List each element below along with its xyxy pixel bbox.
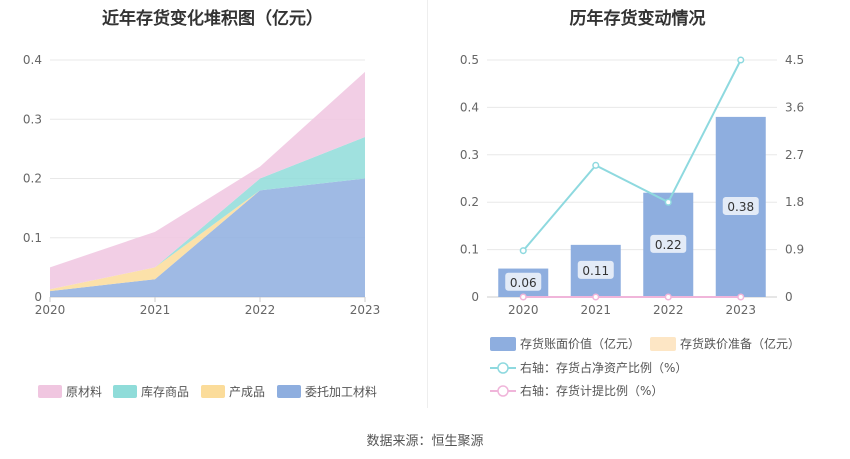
bar-value-label: 0.38 <box>727 200 754 214</box>
left-legend-swatch <box>38 385 62 398</box>
left-legend-swatch <box>201 385 225 398</box>
chart-divider <box>427 0 428 408</box>
line-point <box>519 293 527 301</box>
right-y2-tick-label: 3.6 <box>785 100 804 114</box>
data-source: 数据来源：恒生聚源 <box>366 434 484 449</box>
right-y2-tick-label: 0.9 <box>785 243 804 257</box>
right-y-tick-label: 0 <box>471 290 479 304</box>
bar-value-label: 0.22 <box>655 238 682 252</box>
line-point <box>737 293 745 301</box>
line-point <box>519 247 527 255</box>
right-y-tick-label: 0.1 <box>460 243 479 257</box>
bar-label-bg <box>650 234 687 253</box>
left-x-tick-label: 2020 <box>35 303 66 317</box>
right-y2-tick-label: 1.8 <box>785 195 804 209</box>
left-legend-label: 产成品 <box>229 385 265 399</box>
right-legend-label: 存货跌价准备（亿元） <box>680 336 800 351</box>
bar-label-bg <box>505 272 542 291</box>
right-x-tick-label: 2023 <box>725 303 756 317</box>
left-x-tick-label: 2023 <box>350 303 381 317</box>
right-y2-tick-label: 2.7 <box>785 148 804 162</box>
right-legend-marker <box>497 362 509 374</box>
line-point <box>592 161 600 169</box>
right-y2-tick-label: 0 <box>785 290 793 304</box>
left-y-tick-label: 0.4 <box>23 53 42 67</box>
left-area-库存商品 <box>50 137 365 290</box>
right-y-tick-label: 0.4 <box>460 100 479 114</box>
left-area-原材料 <box>50 71 365 290</box>
left-x-tick-label: 2021 <box>140 303 171 317</box>
line-point <box>737 56 745 64</box>
line-point <box>664 293 672 301</box>
left-chart-title: 近年存货变化堆积图（亿元） <box>102 9 323 29</box>
right-legend-swatch <box>490 337 516 351</box>
left-legend-swatch <box>277 385 301 398</box>
right-y-tick-label: 0.2 <box>460 195 479 209</box>
right-y2-tick-label: 4.5 <box>785 53 804 67</box>
right-legend-label: 存货账面价值（亿元） <box>520 336 640 351</box>
right-y-tick-label: 0.5 <box>460 53 479 67</box>
line-右轴：存货占净资产比例（%） <box>522 59 742 252</box>
right-chart-title: 历年存货变动情况 <box>569 9 706 29</box>
left-y-tick-label: 0.3 <box>23 112 42 126</box>
right-x-tick-label: 2021 <box>580 303 611 317</box>
left-x-tick-label: 2022 <box>245 303 276 317</box>
right-y-tick-label: 0.3 <box>460 148 479 162</box>
left-legend-label: 原材料 <box>66 385 102 399</box>
left-area-委托加工材料 <box>50 178 365 297</box>
bar-value-label: 0.06 <box>510 276 537 290</box>
left-legend-label: 委托加工材料 <box>305 385 377 399</box>
bar-label-bg <box>722 196 759 215</box>
right-legend-swatch <box>650 337 676 351</box>
line-point <box>664 198 672 206</box>
line-point <box>592 293 600 301</box>
bar-label-bg <box>577 260 614 279</box>
bar-value-label: 0.11 <box>582 264 609 278</box>
right-x-tick-label: 2020 <box>508 303 539 317</box>
left-area-产成品 <box>50 178 365 292</box>
left-legend-swatch <box>113 385 137 398</box>
right-legend-label: 右轴：存货占净资产比例（%） <box>520 360 687 375</box>
right-x-tick-label: 2022 <box>653 303 684 317</box>
right-legend-label: 右轴：存货计提比例（%） <box>520 383 663 398</box>
left-y-tick-label: 0 <box>34 290 42 304</box>
left-y-tick-label: 0.2 <box>23 172 42 186</box>
left-y-tick-label: 0.1 <box>23 231 42 245</box>
left-legend-label: 库存商品 <box>141 384 189 399</box>
right-legend-marker <box>497 385 509 397</box>
